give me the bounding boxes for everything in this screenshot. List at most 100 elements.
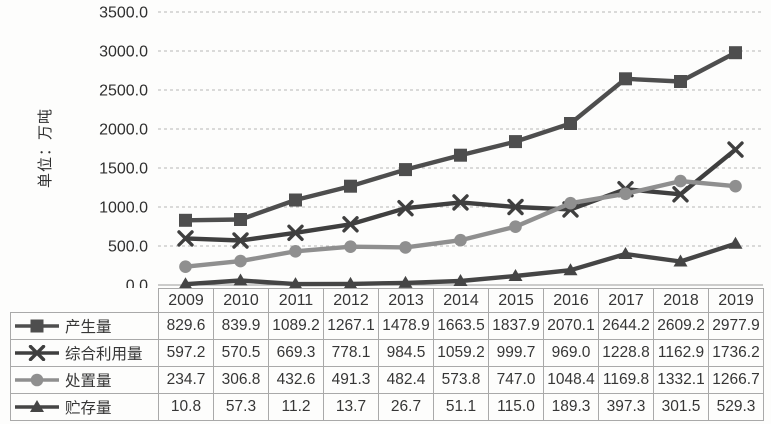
value-cell: 10.8: [158, 393, 214, 421]
x-stroke: [672, 186, 689, 203]
y-tick-label: 2500.0: [99, 83, 148, 100]
legend-cell: 综合利用量: [10, 339, 159, 367]
data-point-circle-marker: [454, 233, 467, 247]
year-header-cell: 2009: [158, 288, 214, 313]
x-stroke: [28, 345, 46, 361]
value-cell: 301.5: [653, 393, 709, 421]
data-point-x-marker: [672, 186, 689, 203]
value-cell: 669.3: [268, 339, 324, 367]
year-header-cell: 2014: [433, 288, 489, 313]
data-point-x-marker: [28, 345, 46, 361]
value-cell: 26.7: [378, 393, 434, 421]
value-cell: 1267.1: [323, 312, 379, 340]
year-header-cell: 2016: [543, 288, 599, 313]
data-point-square-marker: [234, 213, 247, 226]
legend-cell: 处置量: [10, 366, 159, 394]
year-header-cell: 2018: [653, 288, 709, 313]
y-tick-label: 2000.0: [99, 122, 148, 139]
year-header-cell: 2010: [213, 288, 269, 313]
data-point-x-marker: [507, 198, 524, 216]
legend-key-square-icon: [15, 319, 59, 333]
data-point-triangle-marker: [233, 273, 248, 286]
value-cell: 529.3: [708, 393, 764, 421]
legend-entry: 贮存量: [12, 396, 158, 418]
data-point-triangle-marker: [30, 400, 44, 412]
data-point-circle-marker: [729, 179, 742, 193]
table-row: 综合利用量 597.2 570.5 669.3 778.1 984.5 1059.2 999.…: [10, 339, 764, 367]
value-cell: 829.6: [158, 312, 214, 340]
data-point-triangle-marker: [618, 247, 633, 259]
year-header-cell: 2019: [708, 288, 764, 313]
value-cell: 747.0: [488, 366, 544, 394]
series-label: 产生量: [65, 319, 112, 336]
value-cell: 51.1: [433, 393, 489, 421]
data-point-x-marker: [452, 194, 469, 211]
value-cell: 397.3: [598, 393, 654, 421]
value-cell: 1048.4: [543, 366, 599, 394]
data-table: 2009 2010 2011 2012 2013 2014 2015 2016 2017 2018…: [10, 288, 764, 421]
value-cell: 11.2: [268, 393, 324, 421]
y-tick-label: 500.0: [108, 239, 148, 256]
data-point-circle-marker: [674, 174, 687, 188]
series-line-x: [183, 147, 738, 243]
table-row: 产生量 829.6 839.9 1089.2 1267.1 1478.9 1663.5 183…: [10, 312, 764, 340]
data-point-x-marker: [397, 199, 414, 217]
value-cell: 432.6: [268, 366, 324, 394]
value-cell: 491.3: [323, 366, 379, 394]
value-cell: 2977.9: [708, 312, 764, 340]
data-point-x-marker: [287, 224, 304, 242]
data-point-circle-marker: [179, 260, 192, 274]
data-point-triangle-marker: [508, 269, 523, 281]
value-cell: 1169.8: [598, 366, 654, 394]
x-stroke: [397, 199, 414, 217]
value-cell: 1837.9: [488, 312, 544, 340]
value-cell: 234.7: [158, 366, 214, 394]
value-cell: 1228.8: [598, 339, 654, 367]
value-cell: 1663.5: [433, 312, 489, 340]
x-stroke: [177, 230, 194, 247]
value-cell: 778.1: [323, 339, 379, 367]
year-header-cell: 2015: [488, 288, 544, 313]
value-cell: 2609.2: [653, 312, 709, 340]
legend-key-x-icon: [15, 345, 59, 361]
value-cell: 573.8: [433, 366, 489, 394]
data-point-square-marker: [564, 117, 577, 130]
data-point-triangle-marker: [728, 236, 743, 249]
data-point-square-marker: [399, 163, 412, 177]
year-header-cell: 2017: [598, 288, 654, 313]
year-header-cell: 2012: [323, 288, 379, 313]
data-point-x-marker: [342, 216, 359, 233]
legend-key-triangle-icon: [15, 400, 59, 412]
data-point-circle-marker: [234, 254, 247, 268]
legend-entry: 产生量: [12, 315, 158, 337]
line-chart-plot: 0.0 500.0 1000.0 1500.0 2000.0 2500.0 3000.0 35…: [37, 5, 763, 288]
data-point-triangle-marker: [673, 254, 688, 267]
series-triangle-group: [179, 236, 743, 288]
data-point-square-marker: [729, 46, 742, 60]
data-point-circle-marker: [509, 220, 522, 233]
data-point-x-marker: [232, 232, 249, 249]
value-cell: 839.9: [213, 312, 269, 340]
data-point-square-marker: [289, 193, 302, 207]
x-stroke: [452, 194, 469, 211]
data-point-square-marker: [454, 148, 467, 162]
data-point-circle-marker: [30, 373, 44, 387]
value-cell: 1059.2: [433, 339, 489, 367]
y-tick-label: 1000.0: [99, 200, 148, 217]
y-tick-label: 3000.0: [99, 44, 148, 61]
legend-cell: 贮存量: [10, 393, 159, 421]
data-point-triangle-marker: [179, 277, 192, 288]
legend-key-circle-icon: [15, 373, 59, 387]
data-point-triangle-marker: [453, 274, 468, 286]
data-point-triangle-marker: [563, 263, 578, 276]
data-point-triangle-marker: [344, 276, 357, 288]
series-label: 贮存量: [65, 400, 112, 417]
table-header-row: 2009 2010 2011 2012 2013 2014 2015 2016 2017 2018…: [11, 288, 764, 313]
value-cell: 1089.2: [268, 312, 324, 340]
data-point-circle-marker: [619, 187, 632, 201]
y-axis-title: 单位：万吨: [37, 108, 54, 188]
value-cell: 597.2: [158, 339, 214, 367]
value-cell: 306.8: [213, 366, 269, 394]
x-stroke: [342, 216, 359, 233]
